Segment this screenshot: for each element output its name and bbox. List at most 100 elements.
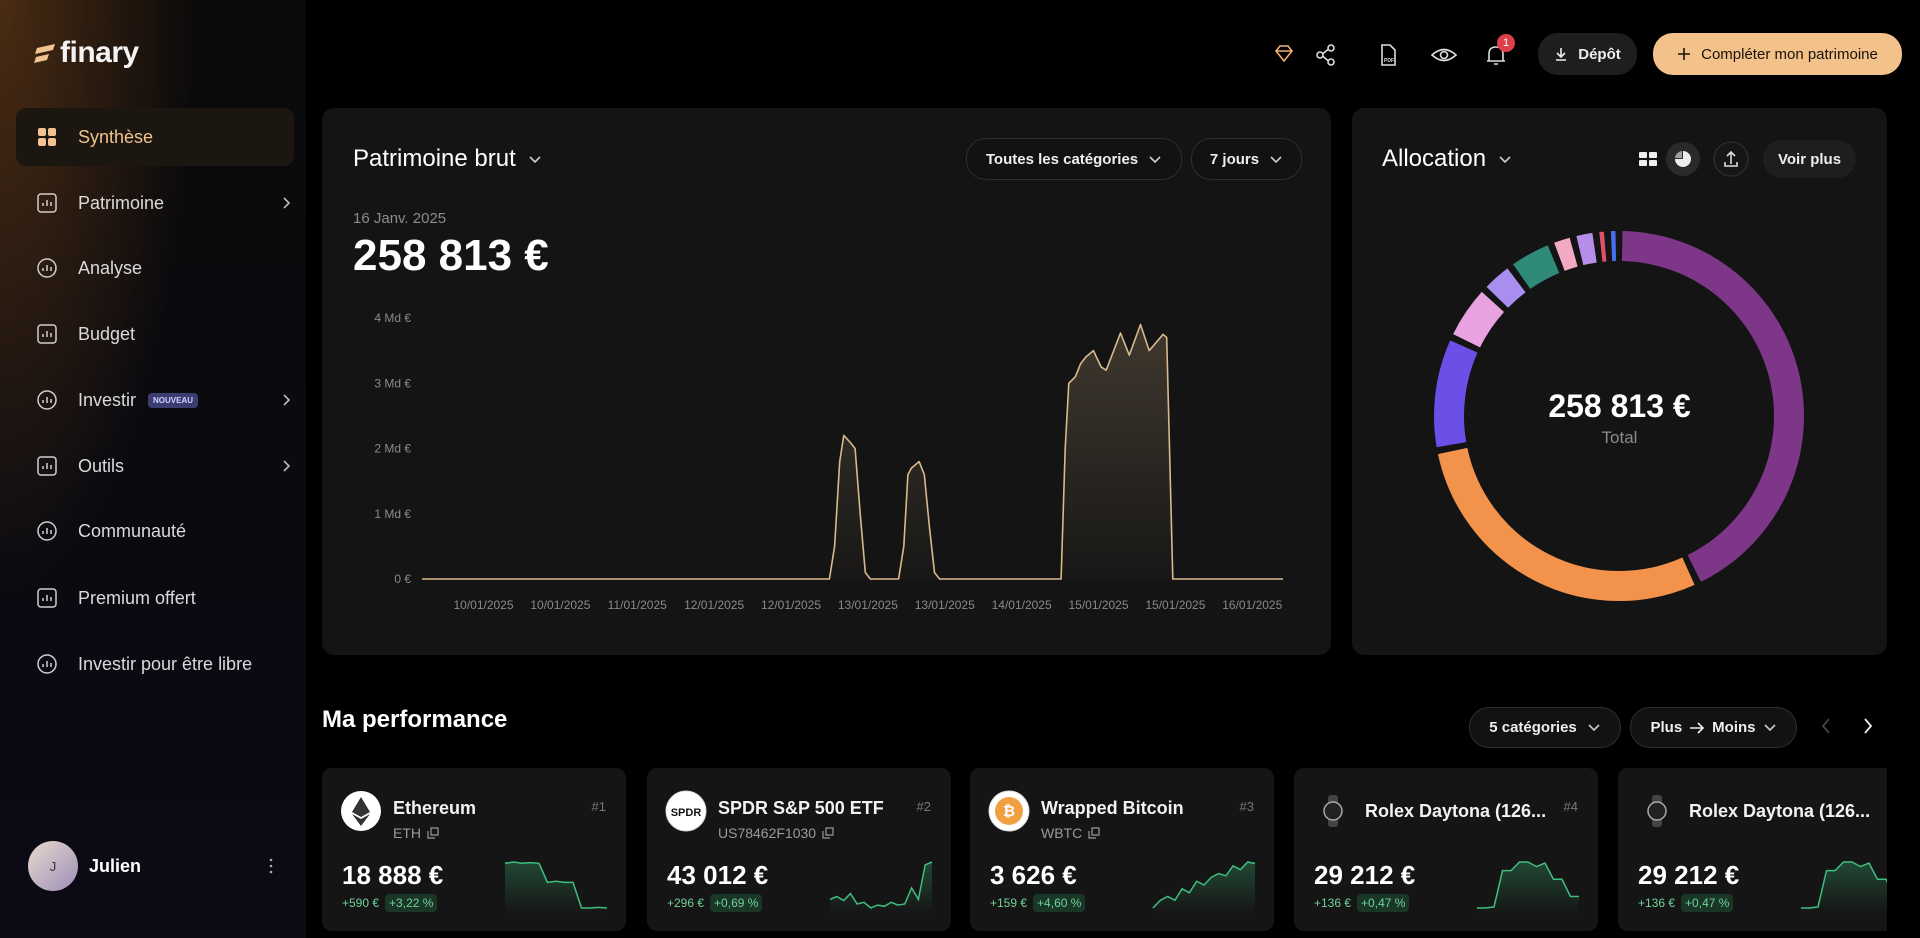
complete-label: Compléter mon patrimoine bbox=[1701, 45, 1878, 63]
icon-part bbox=[42, 595, 52, 601]
eye-icon[interactable] bbox=[1430, 48, 1458, 62]
next-arrow[interactable] bbox=[1864, 718, 1873, 734]
change-percent: +0,47 % bbox=[1681, 894, 1734, 912]
sparkline-line bbox=[1152, 861, 1256, 909]
logo-mark bbox=[34, 44, 55, 63]
diamond-icon[interactable] bbox=[1274, 45, 1294, 63]
nav-item[interactable]: Investir NOUVEAU bbox=[16, 371, 294, 429]
sparkline-line bbox=[1801, 861, 1887, 909]
nav-item[interactable]: Analyse bbox=[16, 239, 294, 297]
chevron bbox=[1588, 724, 1600, 732]
nav-item[interactable]: Budget bbox=[16, 305, 294, 363]
see-more-button[interactable]: Voir plus bbox=[1763, 140, 1856, 178]
icon-part bbox=[48, 128, 56, 136]
copy-icon[interactable] bbox=[822, 827, 834, 839]
sparkline-line bbox=[504, 861, 608, 909]
toolbar-icons: PDF bbox=[1274, 44, 1505, 66]
performance-card[interactable]: Ethereum ETH #1 18 888 € +590 € +3,22 % bbox=[322, 768, 626, 931]
icon-part bbox=[42, 463, 52, 469]
nav-item[interactable]: Investir pour être libre bbox=[16, 635, 294, 693]
asset-value: 3 626 € bbox=[990, 860, 1077, 890]
change-amount: +159 € bbox=[990, 896, 1028, 910]
nav-item[interactable]: Premium offert bbox=[16, 569, 294, 627]
period-filter[interactable]: 7 jours bbox=[1191, 138, 1302, 180]
asset-rank: #1 bbox=[591, 799, 606, 814]
asset-ticker: US78462F1030 bbox=[718, 825, 834, 841]
allocation-total-label: Total bbox=[1601, 428, 1638, 447]
nav-item[interactable]: Communauté bbox=[16, 502, 294, 560]
export-icon[interactable] bbox=[1713, 141, 1749, 177]
sparkline-area bbox=[505, 862, 607, 914]
asset-name: Rolex Daytona (126... bbox=[1365, 801, 1547, 821]
wealth-card: Patrimoine brut 16 Janv. 2025 258 813 € … bbox=[322, 108, 1331, 655]
icon-part bbox=[37, 654, 57, 674]
asset-change: +590 € +3,22 % bbox=[342, 894, 438, 912]
logo-bg bbox=[665, 790, 707, 832]
prev-arrow[interactable] bbox=[1821, 718, 1830, 734]
nav-label: Budget bbox=[78, 323, 136, 344]
icon-part bbox=[37, 258, 57, 278]
copy-path bbox=[427, 827, 439, 839]
deposit-button[interactable]: Dépôt bbox=[1538, 33, 1637, 75]
nav-label: Analyse bbox=[78, 257, 143, 278]
performance-title: Ma performance bbox=[322, 706, 508, 733]
chevron-path bbox=[283, 460, 291, 472]
asset-logo bbox=[341, 791, 381, 831]
pie-view-icon[interactable] bbox=[1666, 142, 1700, 176]
user-menu[interactable] bbox=[268, 857, 274, 875]
performance-card[interactable]: SPDR SPDR S&P 500 ETF US78462F1030 #2 43 012… bbox=[647, 768, 951, 931]
nav-label: Outils bbox=[78, 455, 125, 476]
icon-part bbox=[37, 588, 57, 608]
nav-label: Investir pour être libre bbox=[78, 653, 253, 674]
asset-change: +136 € +0,47 % bbox=[1638, 894, 1734, 912]
category-filter[interactable]: Toutes les catégories bbox=[966, 138, 1182, 180]
sparkline-area bbox=[1801, 862, 1887, 914]
nav-label: Investir bbox=[78, 389, 137, 410]
performance-card[interactable]: Rolex Daytona (126...#529 212 €+136 €+0,… bbox=[1618, 768, 1887, 931]
chevron bbox=[283, 197, 291, 209]
nav-item[interactable]: Outils bbox=[16, 437, 294, 495]
sort-filter[interactable]: Plus Moins bbox=[1630, 707, 1797, 748]
performance-category-filter[interactable]: 5 catégories bbox=[1469, 707, 1621, 748]
wealth-value: 258 813 € bbox=[353, 231, 549, 280]
sparkline bbox=[504, 861, 608, 914]
pdf-icon[interactable]: PDF bbox=[1381, 44, 1396, 66]
icon-part bbox=[38, 128, 46, 136]
user-name[interactable]: Julien bbox=[89, 856, 142, 876]
asset-rank: #3 bbox=[1239, 799, 1254, 814]
logo-text: ₿ bbox=[1003, 803, 1015, 820]
icon-part bbox=[37, 193, 57, 213]
performance-card[interactable]: ₿ Wrapped Bitcoin WBTC #3 3 626 € +159 € +4,60… bbox=[970, 768, 1274, 931]
change-amount: +296 € bbox=[667, 896, 705, 910]
nav-icon bbox=[37, 588, 57, 608]
nav-item[interactable]: Patrimoine bbox=[16, 174, 294, 232]
complete-button[interactable]: Compléter mon patrimoine bbox=[1653, 33, 1902, 75]
watch-face bbox=[1323, 801, 1343, 821]
icon-part bbox=[42, 528, 52, 534]
grid-view-icon[interactable] bbox=[1639, 152, 1657, 166]
avatar[interactable]: J bbox=[28, 841, 78, 891]
chevron-path bbox=[283, 394, 291, 406]
chevron bbox=[283, 394, 291, 406]
share-icon[interactable] bbox=[1316, 44, 1335, 66]
nav-icon bbox=[37, 193, 57, 213]
chevron bbox=[529, 155, 541, 163]
logo[interactable]: finary bbox=[60, 36, 139, 69]
arrow-icon bbox=[1690, 721, 1705, 734]
change-percent: +0,69 % bbox=[710, 894, 763, 912]
ticker-text: ETH bbox=[393, 825, 421, 841]
bell-icon[interactable] bbox=[1487, 46, 1505, 65]
icon-part bbox=[38, 138, 46, 146]
copy-icon[interactable] bbox=[427, 827, 439, 839]
nav-item[interactable]: Synthèse bbox=[16, 108, 294, 166]
allocation-title[interactable]: Allocation bbox=[1382, 145, 1512, 173]
nav-badge: NOUVEAU bbox=[148, 392, 199, 408]
change-amount: +136 € bbox=[1314, 896, 1352, 910]
icon-part bbox=[42, 661, 52, 667]
asset-value: 43 012 € bbox=[667, 860, 769, 890]
wealth-title[interactable]: Patrimoine brut bbox=[353, 145, 542, 173]
copy-icon[interactable] bbox=[1088, 827, 1100, 839]
logo-text: SPDR bbox=[671, 807, 702, 819]
performance-card[interactable]: Rolex Daytona (126... #4 29 212 € +136 € +0,… bbox=[1294, 768, 1598, 931]
asset-change: +136 € +0,47 % bbox=[1314, 894, 1410, 912]
